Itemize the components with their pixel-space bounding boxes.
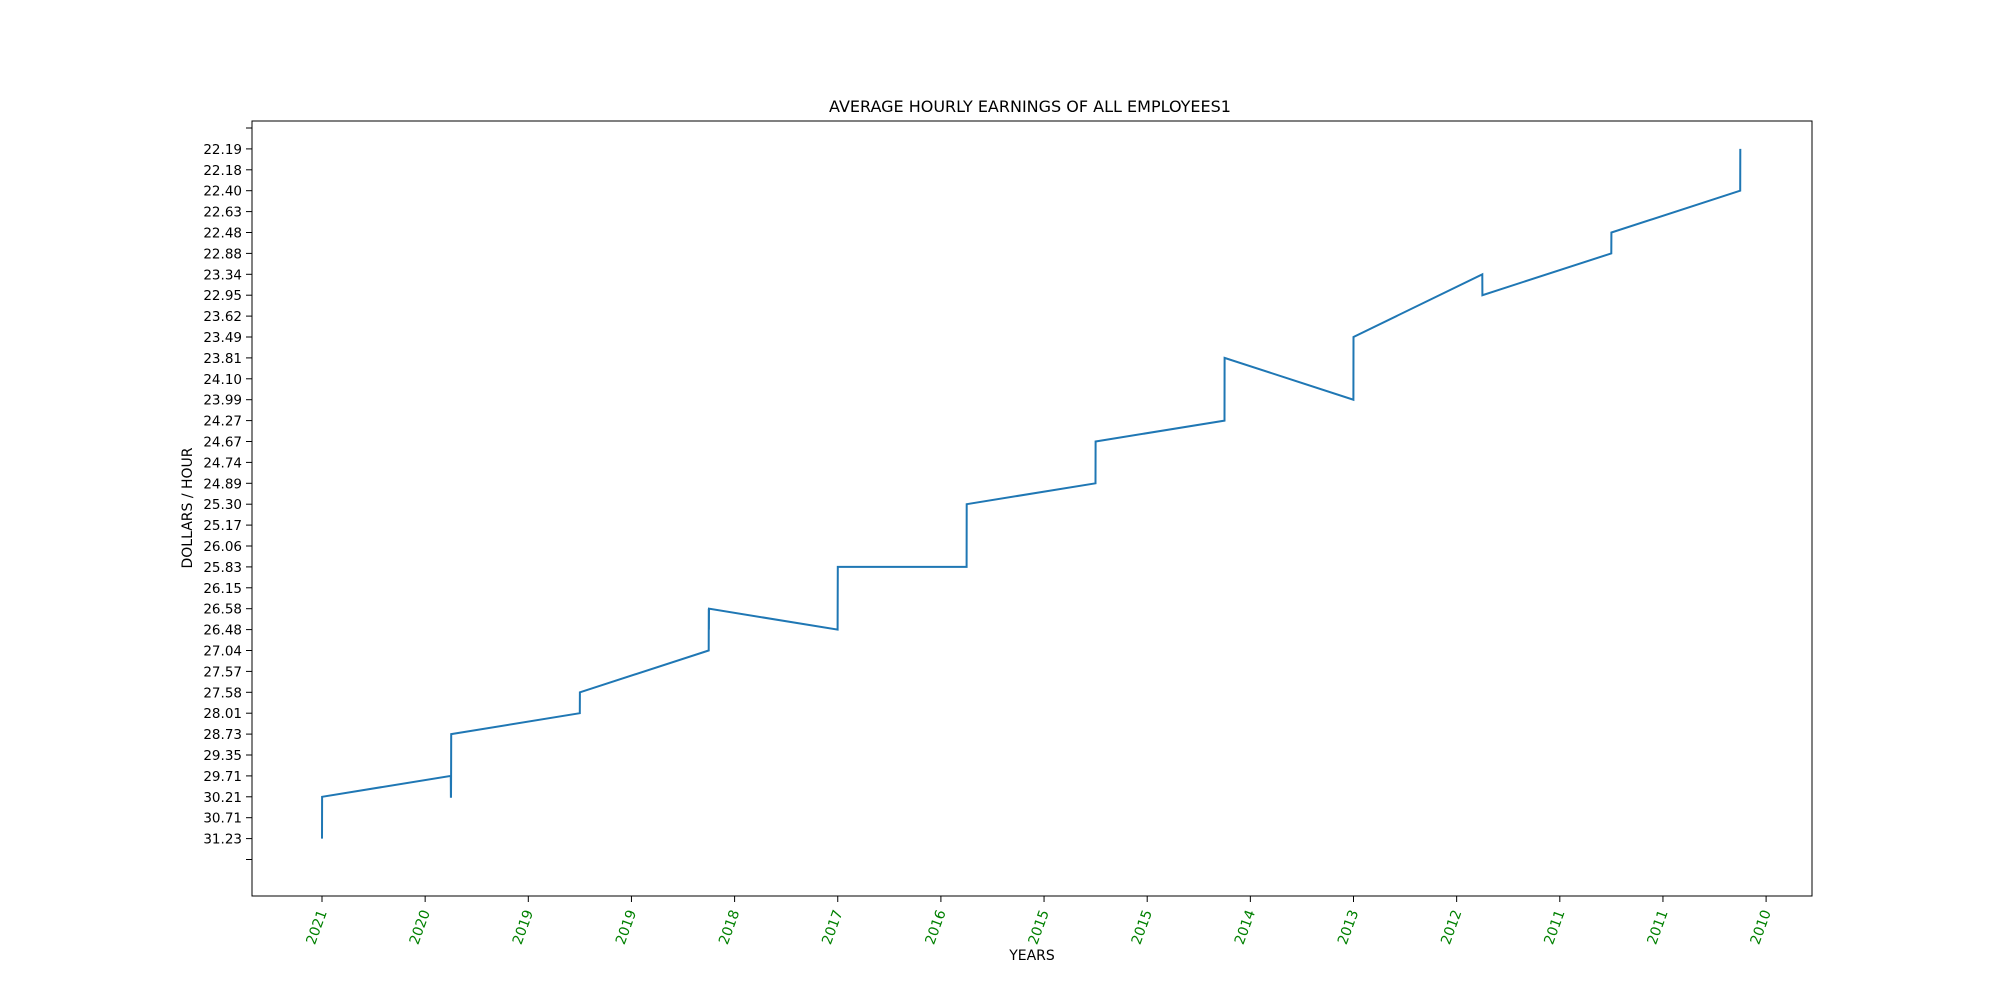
x-tick-label: 2012 <box>1438 908 1465 947</box>
y-tick-label: 30.21 <box>203 790 242 806</box>
plot-area <box>251 120 1813 897</box>
y-tick-label: 27.04 <box>203 644 242 660</box>
y-tick-label: 24.67 <box>203 435 242 451</box>
x-tick-label: 2015 <box>1026 908 1053 947</box>
y-tick-label: 26.58 <box>203 602 242 618</box>
x-tick-label: 2015 <box>1129 908 1156 947</box>
x-tick-label: 2017 <box>819 908 846 947</box>
y-tick-label: 24.89 <box>203 476 242 492</box>
y-tick-label: 26.15 <box>203 581 242 597</box>
x-tick-label: 2010 <box>1748 908 1775 947</box>
y-tick-label: 29.35 <box>203 748 242 764</box>
y-tick-label: 26.06 <box>203 539 242 555</box>
x-tick-label: 2016 <box>922 908 949 947</box>
y-tick-label: 31.23 <box>203 832 242 848</box>
y-tick-label: 25.17 <box>203 518 242 534</box>
x-axis: 2021 2020 2019 2019 2018 2017 2016 2015 2015 2014… <box>304 896 1775 947</box>
y-tick-label: 23.34 <box>203 267 242 283</box>
x-tick-label: 2019 <box>510 908 537 947</box>
x-tick-label: 2011 <box>1644 908 1671 947</box>
y-tick-label: 23.49 <box>203 330 242 346</box>
x-tick-label: 2014 <box>1232 908 1259 947</box>
x-tick-label: 2020 <box>407 908 434 947</box>
y-tick-label: 23.62 <box>203 309 242 325</box>
y-tick-label: 28.73 <box>203 727 242 743</box>
y-tick-label: 25.83 <box>203 560 242 576</box>
y-tick-label: 23.81 <box>203 351 242 367</box>
y-tick-label: 28.01 <box>203 706 242 722</box>
y-tick-label: 29.71 <box>203 769 242 785</box>
y-tick-label: 22.48 <box>203 226 242 242</box>
x-tick-label: 2018 <box>716 908 743 947</box>
y-tick-label: 23.99 <box>203 393 242 409</box>
y-tick-label: 25.30 <box>203 497 242 513</box>
y-axis: 22.19 22.18 22.40 22.63 22.48 22.88 23.34 22.95… <box>203 127 252 860</box>
y-tick-label: 22.40 <box>203 184 242 200</box>
y-tick-label: 27.57 <box>203 664 242 680</box>
x-axis-label: YEARS <box>1008 948 1055 964</box>
chart-title: AVERAGE HOURLY EARNINGS OF ALL EMPLOYEES… <box>829 97 1231 116</box>
x-tick-label: 2013 <box>1335 908 1362 947</box>
x-tick-label: 2011 <box>1541 908 1568 947</box>
y-tick-label: 22.18 <box>203 163 242 179</box>
y-tick-label: 22.95 <box>203 288 242 304</box>
y-tick-label: 24.74 <box>203 455 242 471</box>
series-line <box>321 148 1742 839</box>
y-tick-label: 27.58 <box>203 685 242 701</box>
y-tick-label: 26.48 <box>203 623 242 639</box>
y-tick-label: 24.27 <box>203 414 242 430</box>
y-axis-label: DOLLARS / HOUR <box>180 447 196 568</box>
y-tick-label: 22.88 <box>203 246 242 262</box>
y-tick-label: 22.63 <box>203 205 242 221</box>
x-tick-label: 2019 <box>613 908 640 947</box>
y-tick-label: 24.10 <box>203 372 242 388</box>
y-tick-label: 30.71 <box>203 811 242 827</box>
y-tick-label: 22.19 <box>203 142 242 158</box>
x-tick-label: 2021 <box>304 908 331 947</box>
